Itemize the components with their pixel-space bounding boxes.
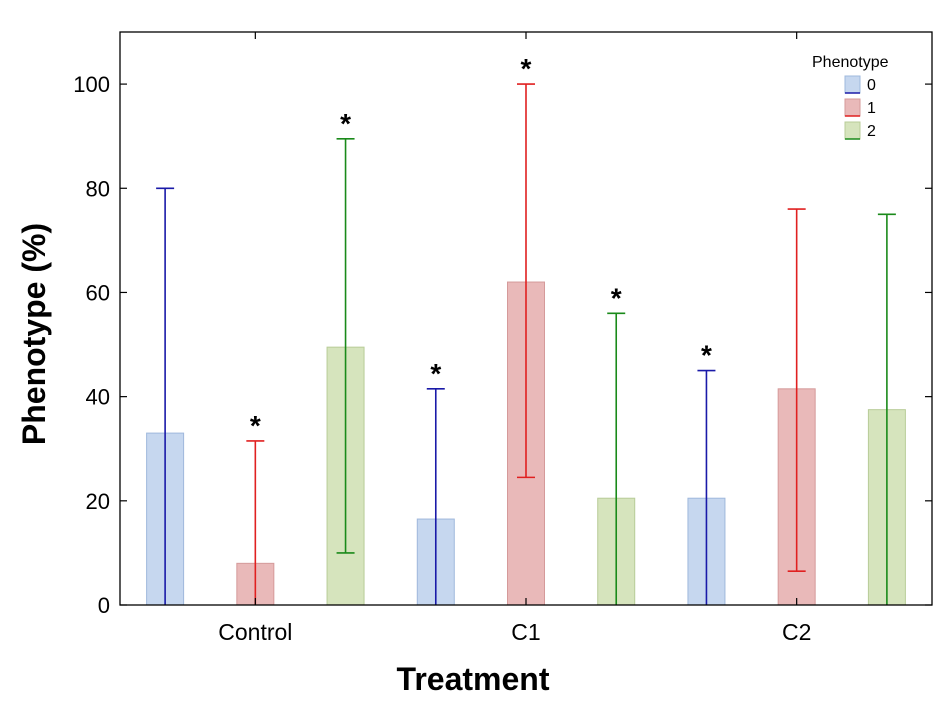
significance-star: * <box>521 53 532 84</box>
legend-title: Phenotype <box>812 54 889 71</box>
y-tick-label: 0 <box>98 593 110 618</box>
x-axis-title: Treatment <box>397 661 550 697</box>
significance-star: * <box>250 410 261 441</box>
x-category-label: C2 <box>782 619 811 645</box>
significance-star: * <box>611 282 622 313</box>
x-category-label: C1 <box>511 619 540 645</box>
x-category-label: Control <box>218 619 292 645</box>
plot-layer: * * * * * * <box>146 53 906 606</box>
legend-label: 2 <box>867 123 876 140</box>
y-axis-title: Phenotype (%) <box>16 223 52 445</box>
significance-star: * <box>340 108 351 139</box>
legend: Phenotype 0 1 2 <box>812 54 889 140</box>
significance-star: * <box>701 340 712 371</box>
legend-swatch <box>844 121 861 140</box>
legend-swatch <box>844 98 861 117</box>
y-tick-label: 60 <box>86 280 110 305</box>
y-tick-label: 100 <box>73 72 110 97</box>
legend-label: 1 <box>867 100 876 117</box>
significance-star: * <box>430 358 441 389</box>
legend-swatch <box>844 75 861 94</box>
y-tick-label: 80 <box>86 176 110 201</box>
y-tick-label: 20 <box>86 489 110 514</box>
y-tick-label: 40 <box>86 385 110 410</box>
legend-label: 0 <box>867 77 876 94</box>
